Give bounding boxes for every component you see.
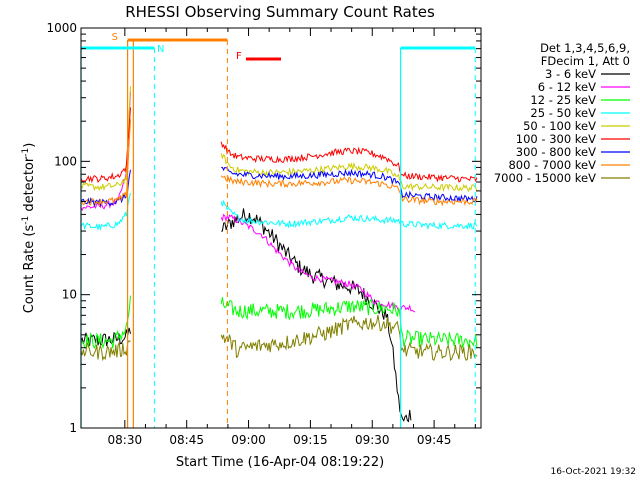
- series-line-7: [80, 119, 478, 207]
- legend-label-8: 7000 - 15000 keV: [494, 171, 596, 185]
- chart-title: RHESSI Observing Summary Count Rates: [125, 3, 435, 21]
- series-line-4: [80, 86, 478, 193]
- legend-label-1: 6 - 12 keV: [538, 80, 596, 94]
- legend: Det 1,3,4,5,6,9,FDecim 1, Att 03 - 6 keV…: [494, 41, 630, 185]
- series-layer: [80, 86, 478, 423]
- series-line-2: [80, 295, 478, 350]
- legend-header-0: Det 1,3,4,5,6,9,: [540, 41, 630, 55]
- legend-header-1: FDecim 1, Att 0: [541, 54, 630, 68]
- flag-label-N: N: [157, 44, 164, 55]
- legend-label-7: 800 - 7000 keV: [508, 158, 596, 172]
- series-line-5: [80, 107, 478, 184]
- x-tick-label-0: 08:30: [108, 433, 143, 447]
- y-tick-label-0: 1: [69, 421, 77, 435]
- flags-layer: S N F: [80, 32, 476, 428]
- x-tick-label-5: 09:45: [417, 433, 452, 447]
- y-axis-label: Count Rate (s-1 detector-1): [21, 143, 37, 314]
- series-line-1: [80, 91, 416, 313]
- x-tick-label-3: 09:15: [293, 433, 328, 447]
- legend-label-4: 50 - 100 keV: [523, 119, 596, 133]
- legend-label-0: 3 - 6 keV: [545, 67, 596, 81]
- timestamp: 16-Oct-2021 19:32: [551, 467, 636, 477]
- x-tick-label-1: 08:45: [169, 433, 204, 447]
- legend-label-2: 12 - 25 keV: [530, 93, 596, 107]
- y-tick-label-2: 100: [54, 154, 77, 168]
- series-line-3: [80, 192, 478, 231]
- y-tick-label-1: 10: [62, 288, 77, 302]
- plot-frame: [80, 27, 482, 429]
- x-axis: 08:30 08:45 09:00 09:15 09:30 09:45: [108, 28, 476, 447]
- x-axis-label: Start Time (16-Apr-04 08:19:22): [176, 455, 384, 470]
- flag-label-F: F: [236, 51, 242, 62]
- x-tick-label-2: 09:00: [231, 433, 266, 447]
- flag-label-S: S: [112, 32, 118, 43]
- y-axis: 1 10 100 1000: [46, 21, 481, 435]
- legend-label-5: 100 - 300 keV: [516, 132, 596, 146]
- legend-label-3: 25 - 50 keV: [530, 106, 596, 120]
- series-line-8: [80, 314, 478, 362]
- series-line-6: [80, 166, 478, 208]
- legend-label-6: 300 - 800 keV: [516, 145, 596, 159]
- x-tick-label-4: 09:30: [355, 433, 390, 447]
- y-tick-label-3: 1000: [46, 21, 77, 35]
